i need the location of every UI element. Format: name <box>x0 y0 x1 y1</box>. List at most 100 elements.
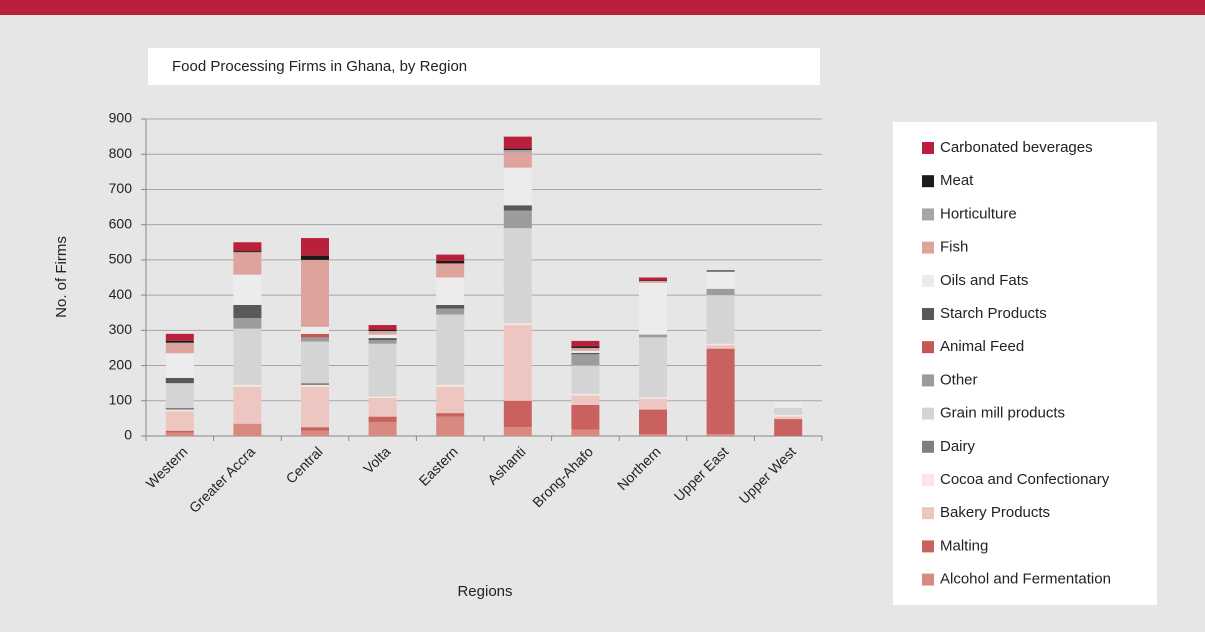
legend-swatch <box>922 407 934 420</box>
bar-segment <box>301 259 329 327</box>
bar-segment <box>774 416 803 420</box>
bar-segment <box>233 274 262 305</box>
bar-segment <box>571 340 600 347</box>
bar-segment <box>165 430 194 433</box>
bar-segment <box>301 255 329 260</box>
bar-segment <box>571 429 600 436</box>
bar-segment <box>503 210 532 229</box>
bar-segment <box>301 430 329 436</box>
legend-label: Grain mill products <box>940 405 1065 422</box>
bar-segment <box>503 228 532 324</box>
bar-segment <box>368 397 397 417</box>
bar-segment <box>368 396 397 398</box>
bar-segment <box>503 323 532 326</box>
chart-title: Food Processing Firms in Ghana, by Regio… <box>172 58 467 75</box>
bar-segment <box>436 314 465 385</box>
legend-swatch <box>922 208 934 221</box>
bar-segment <box>639 281 667 283</box>
bar-segment <box>165 353 194 378</box>
bar-segment <box>436 260 465 264</box>
bar-segment <box>233 318 262 329</box>
bar-segment <box>301 238 329 256</box>
bar-segment <box>233 251 262 253</box>
bar-segment <box>233 423 262 436</box>
bar-segment <box>639 282 667 335</box>
bar-segment <box>368 334 397 339</box>
bar-segment <box>368 421 397 436</box>
bar-segment <box>165 383 194 408</box>
bar-segment <box>436 384 465 387</box>
bar-segment <box>503 152 532 168</box>
bar-segment <box>639 409 667 435</box>
bar-segment <box>436 386 465 414</box>
bar-segment <box>436 308 465 315</box>
bar-segment <box>706 345 735 349</box>
bar-segment <box>301 333 329 338</box>
bar-segment <box>165 432 194 436</box>
x-axis-label: Regions <box>457 583 512 600</box>
bar-segment <box>165 340 194 343</box>
bar-segment <box>233 304 262 319</box>
y-tick-label: 500 <box>109 251 133 267</box>
bar-segment <box>706 348 735 435</box>
bar-segment <box>436 254 465 261</box>
y-tick-label: 0 <box>124 427 132 443</box>
bar-segment <box>233 384 262 387</box>
legend-swatch <box>922 175 934 188</box>
bar-segment <box>571 405 600 430</box>
bar-segment <box>368 340 397 344</box>
legend-swatch <box>922 474 934 486</box>
bar-segment <box>706 295 735 344</box>
bar-segment <box>774 402 803 408</box>
bar-segment <box>301 384 329 387</box>
legend-swatch <box>922 540 934 553</box>
legend-swatch <box>922 573 934 586</box>
legend-label: Horticulture <box>940 205 1017 222</box>
legend-swatch <box>922 274 934 287</box>
y-tick-label: 300 <box>109 321 133 337</box>
bar-segment <box>165 407 194 410</box>
legend-label: Meat <box>940 172 974 189</box>
y-axis-label: No. of Firms <box>53 236 70 318</box>
bar-segment <box>368 329 397 332</box>
bar-segment <box>774 407 803 415</box>
bar-segment <box>436 416 465 436</box>
legend-label: Fish <box>940 239 968 256</box>
legend-swatch <box>922 308 934 320</box>
bar-segment <box>639 399 667 410</box>
bar-segment <box>571 365 600 394</box>
bar-segment <box>571 354 600 366</box>
bar-segment <box>639 337 667 398</box>
header-band <box>0 0 1205 15</box>
bar-segment <box>165 343 194 354</box>
title-box <box>148 48 820 85</box>
bar-segment <box>774 419 803 436</box>
bar-segment <box>165 333 194 341</box>
bar-segment <box>706 343 735 346</box>
y-tick-label: 400 <box>109 286 133 302</box>
bar-segment <box>706 271 735 289</box>
bar-segment <box>639 334 667 338</box>
bar-segment <box>571 347 600 351</box>
legend-label: Bakery Products <box>940 504 1050 521</box>
bar-segment <box>301 427 329 431</box>
bar-segment <box>301 326 329 334</box>
bar-segment <box>503 427 532 436</box>
bar-segment <box>436 413 465 417</box>
y-tick-label: 200 <box>109 356 133 372</box>
bar-segment <box>503 136 532 149</box>
bar-segment <box>571 350 600 353</box>
bar-segment <box>706 288 735 296</box>
bar-segment <box>706 434 735 436</box>
legend-swatch <box>922 241 934 254</box>
bar-segment <box>571 346 600 348</box>
bar-segment <box>368 331 397 335</box>
y-tick-label: 700 <box>109 180 133 196</box>
bar-segment <box>503 325 532 401</box>
legend-label: Other <box>940 371 978 388</box>
bar-segment <box>571 393 600 396</box>
bar-segment <box>301 341 329 384</box>
bar-segment <box>233 252 262 275</box>
bar-segment <box>165 342 194 344</box>
